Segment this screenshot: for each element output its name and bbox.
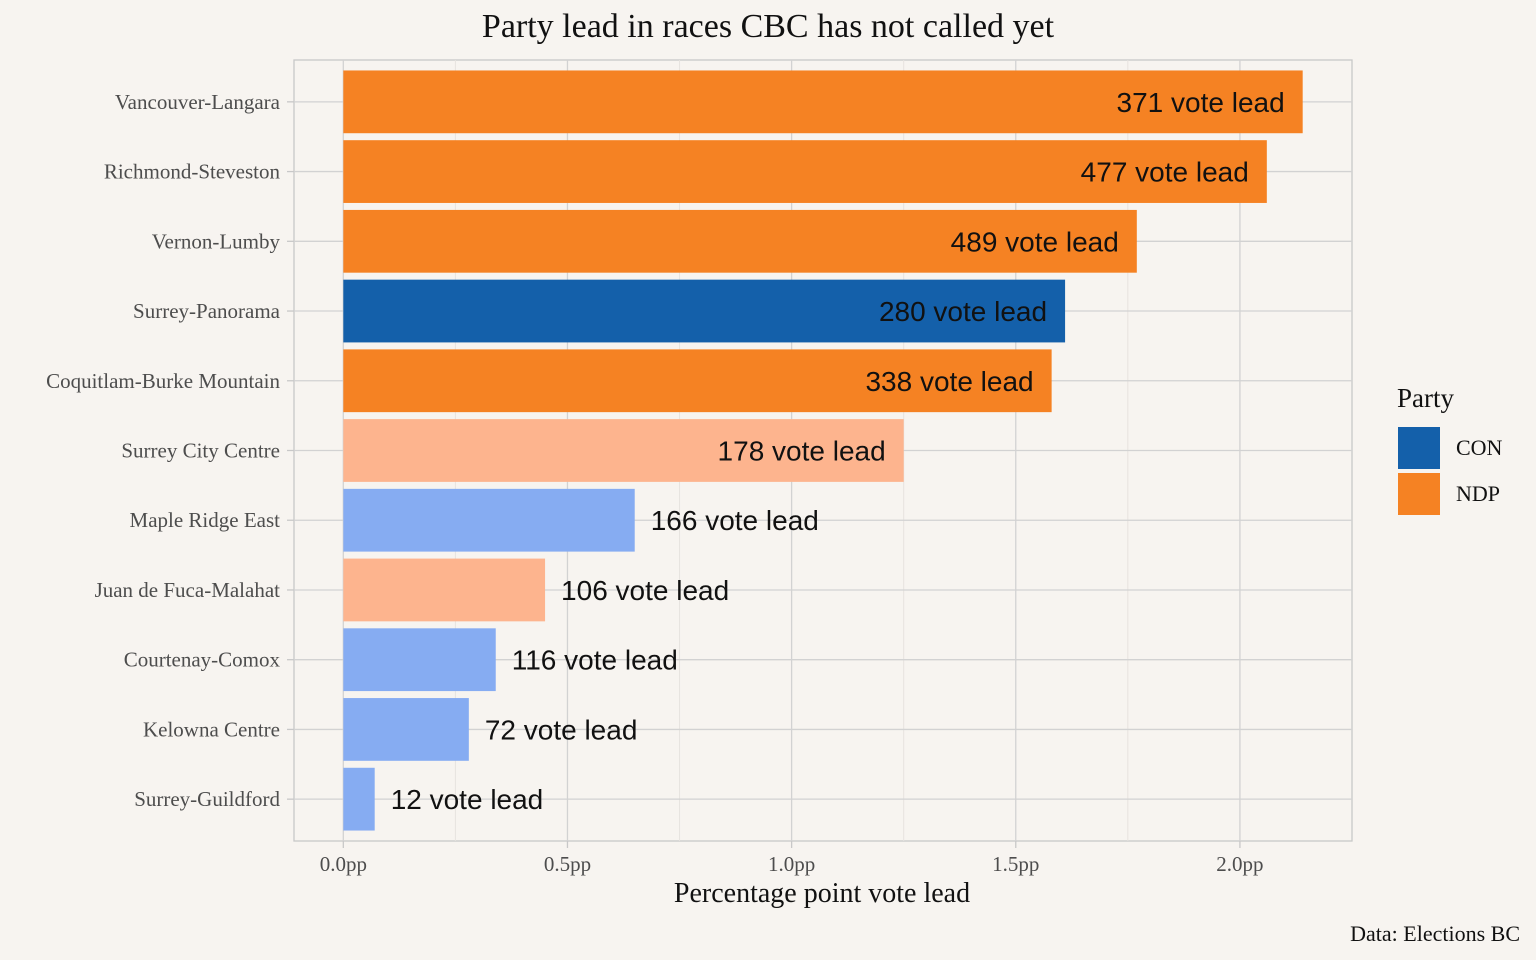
bar-data-label: 371 vote lead (1117, 87, 1285, 118)
bar-data-label: 477 vote lead (1081, 157, 1249, 188)
legend-title: Party (1397, 383, 1454, 413)
legend-key (1398, 473, 1440, 515)
x-tick-label: 0.5pp (544, 852, 591, 876)
y-tick-label: Kelowna Centre (143, 717, 280, 741)
chart-title: Party lead in races CBC has not called y… (482, 8, 1055, 45)
bar (343, 628, 496, 692)
bar-data-label: 116 vote lead (512, 645, 678, 676)
bar (343, 767, 375, 831)
bar (343, 558, 546, 622)
y-tick-label: Surrey City Centre (121, 439, 280, 463)
legend-label: CON (1456, 435, 1503, 460)
y-tick-label: Surrey-Panorama (133, 299, 281, 323)
bar-data-label: 12 vote lead (391, 784, 544, 815)
bar-data-label: 72 vote lead (485, 714, 638, 745)
bar-data-label: 280 vote lead (879, 296, 1047, 327)
bar (343, 140, 1267, 203)
y-tick-label: Surrey-Guildford (134, 787, 280, 811)
plot-area: 371 vote lead Vancouver-Langara 477 vote l… (46, 59, 1353, 876)
bar (343, 698, 469, 761)
y-tick-label: Coquitlam-Burke Mountain (46, 369, 280, 393)
legend-label: NDP (1456, 481, 1500, 506)
source-caption: Data: Elections BC (1350, 921, 1520, 946)
bar (343, 488, 635, 552)
x-tick-label: 1.0pp (768, 852, 815, 876)
x-tick-label: 0.0pp (320, 852, 367, 876)
bar-data-label: 338 vote lead (865, 366, 1033, 397)
y-tick-label: Richmond-Steveston (104, 160, 281, 184)
bar-data-label: 178 vote lead (718, 436, 886, 467)
bar (343, 279, 1066, 343)
legend-key (1398, 427, 1440, 469)
y-tick-label: Courtenay-Comox (124, 648, 281, 672)
y-tick-label: Vancouver-Langara (115, 90, 281, 114)
bar (343, 70, 1303, 134)
x-tick-label: 2.0pp (1216, 852, 1263, 876)
y-tick-label: Juan de Fuca-Malahat (95, 578, 281, 602)
legend: Party CON NDP (1397, 383, 1503, 515)
bar (343, 209, 1137, 273)
bar (343, 349, 1052, 413)
legend-entries: CON NDP (1398, 427, 1503, 515)
x-axis-title: Percentage point vote lead (674, 878, 970, 909)
y-tick-label: Vernon-Lumby (152, 229, 281, 253)
bar (343, 419, 904, 482)
bar-data-label: 106 vote lead (561, 575, 729, 606)
bar-data-label: 489 vote lead (951, 226, 1119, 257)
y-tick-label: Maple Ridge East (130, 508, 281, 532)
bar-data-label: 166 vote lead (651, 505, 819, 536)
x-tick-label: 1.5pp (992, 852, 1039, 876)
